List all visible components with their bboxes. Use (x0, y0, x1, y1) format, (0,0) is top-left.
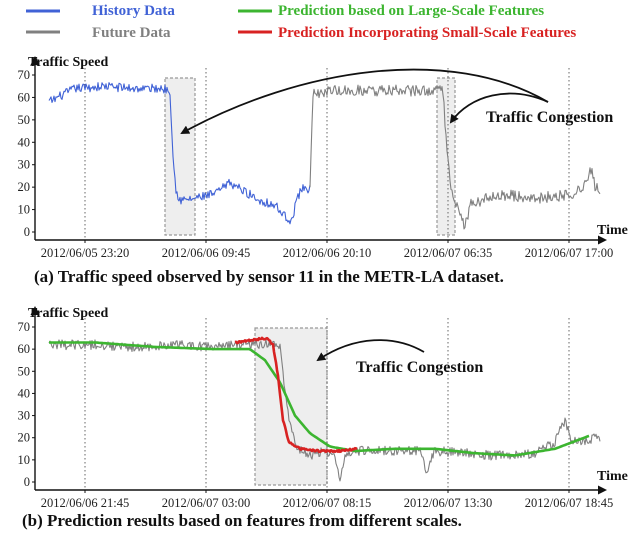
chart-b-ytick-label: 0 (24, 475, 30, 489)
chart-a-ytick-label: 30 (18, 158, 31, 172)
legend-label-large-scale: Prediction based on Large-Scale Features (278, 3, 544, 19)
legend-item-future: Future Data (26, 25, 171, 41)
chart-a-ytick-label: 20 (18, 180, 31, 194)
chart-a-xtick-label: 2012/06/07 06:35 (404, 246, 493, 260)
chart-b-annotation: Traffic Congestion (356, 359, 483, 376)
legend: History Data Future Data Prediction base… (26, 3, 576, 41)
chart-b-xtick-label: 2012/06/07 13:30 (404, 496, 493, 510)
chart-a-ytick-label: 0 (24, 225, 30, 239)
chart-b-caption: (b) Prediction results based on features… (22, 511, 462, 530)
chart-b: 0 10 20 30 40 50 60 70 2012/06/06 21:45 2012/06/… (18, 306, 628, 530)
chart-a-series-history-data (48, 82, 311, 225)
chart-a-ytick-label: 70 (18, 68, 31, 82)
chart-b-xtick-label: 2012/06/06 21:45 (41, 496, 130, 510)
chart-a-xlabel: Time (597, 223, 628, 238)
chart-a-xtick-label: 2012/06/06 20:10 (283, 246, 372, 260)
legend-label-small-scale: Prediction Incorporating Small-Scale Fea… (278, 25, 576, 41)
chart-a-xtick-label: 2012/06/05 23:20 (41, 246, 130, 260)
chart-b-xtick-label: 2012/06/07 18:45 (525, 496, 614, 510)
chart-a-xtick-label: 2012/06/06 09:45 (162, 246, 251, 260)
chart-b-series-prediction-incorporating-small-scale-features (234, 336, 358, 454)
chart-b-ytick-label: 50 (18, 364, 31, 378)
chart-a-congestion-window (164, 77, 196, 236)
chart-b-ytick-label: 20 (18, 431, 31, 445)
chart-a-ytick-label: 10 (18, 203, 31, 217)
legend-label-history: History Data (92, 3, 175, 19)
chart-a-congestion-arrow-short (449, 92, 549, 124)
chart-b-xtick-label: 2012/06/07 08:15 (283, 496, 372, 510)
chart-b-congestion-arrow (316, 339, 425, 362)
legend-item-small-scale: Prediction Incorporating Small-Scale Fea… (238, 25, 576, 41)
chart-b-ytick-label: 30 (18, 409, 31, 423)
chart-b-ytick-label: 70 (18, 320, 31, 334)
legend-item-large-scale: Prediction based on Large-Scale Features (238, 3, 544, 19)
legend-label-future: Future Data (92, 25, 171, 41)
chart-b-xtick-label: 2012/06/07 03:00 (162, 496, 251, 510)
chart-a: 0 10 20 30 40 50 60 70 2012/06/05 23:20 2012/06/… (18, 55, 628, 286)
chart-b-ytick-label: 40 (18, 386, 31, 400)
chart-b-ytick-label: 60 (18, 342, 31, 356)
chart-a-series-future-data (309, 84, 601, 230)
legend-item-history: History Data (26, 3, 175, 19)
chart-a-ylabel: Traffic Speed (28, 55, 108, 70)
chart-a-congestion-window (436, 77, 456, 236)
chart-a-ytick-label: 40 (18, 135, 31, 149)
chart-a-ytick-label: 50 (18, 113, 31, 127)
chart-a-congestion-arrow (180, 68, 549, 134)
chart-a-annotation: Traffic Congestion (486, 109, 613, 126)
chart-a-xtick-label: 2012/06/07 17:00 (525, 246, 614, 260)
chart-b-ylabel: Traffic Speed (28, 306, 108, 321)
chart-b-ytick-label: 10 (18, 453, 31, 467)
chart-a-caption: (a) Traffic speed observed by sensor 11 … (34, 267, 504, 286)
chart-a-ytick-label: 60 (18, 90, 31, 104)
chart-b-xlabel: Time (597, 469, 628, 484)
chart-b-series-prediction-based-on-large-scale-features (49, 341, 590, 457)
